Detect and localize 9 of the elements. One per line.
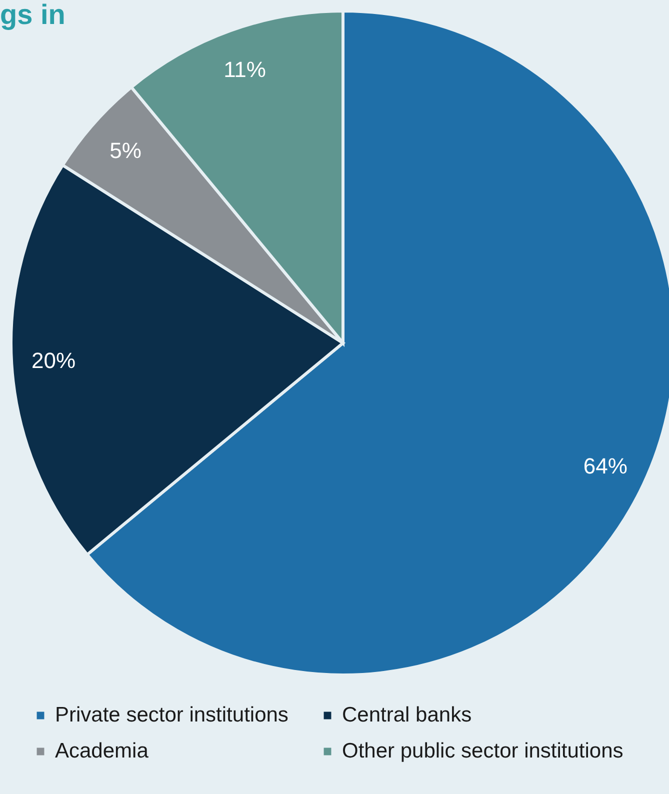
- legend-label: Central banks: [342, 704, 472, 726]
- legend-label: Academia: [55, 740, 149, 762]
- legend-label: Other public sector institutions: [342, 740, 624, 762]
- chart-title: gs in: [0, 0, 66, 30]
- data-label: 11%: [224, 57, 266, 82]
- data-label: 5%: [110, 138, 142, 164]
- data-label: 20%: [32, 348, 76, 374]
- data-label: 64%: [583, 453, 628, 478]
- legend-label: Private sector institutions: [55, 704, 288, 726]
